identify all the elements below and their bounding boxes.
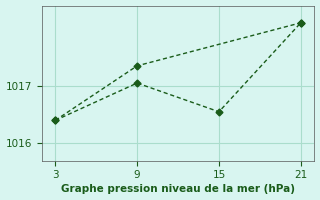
X-axis label: Graphe pression niveau de la mer (hPa): Graphe pression niveau de la mer (hPa) (61, 184, 295, 194)
